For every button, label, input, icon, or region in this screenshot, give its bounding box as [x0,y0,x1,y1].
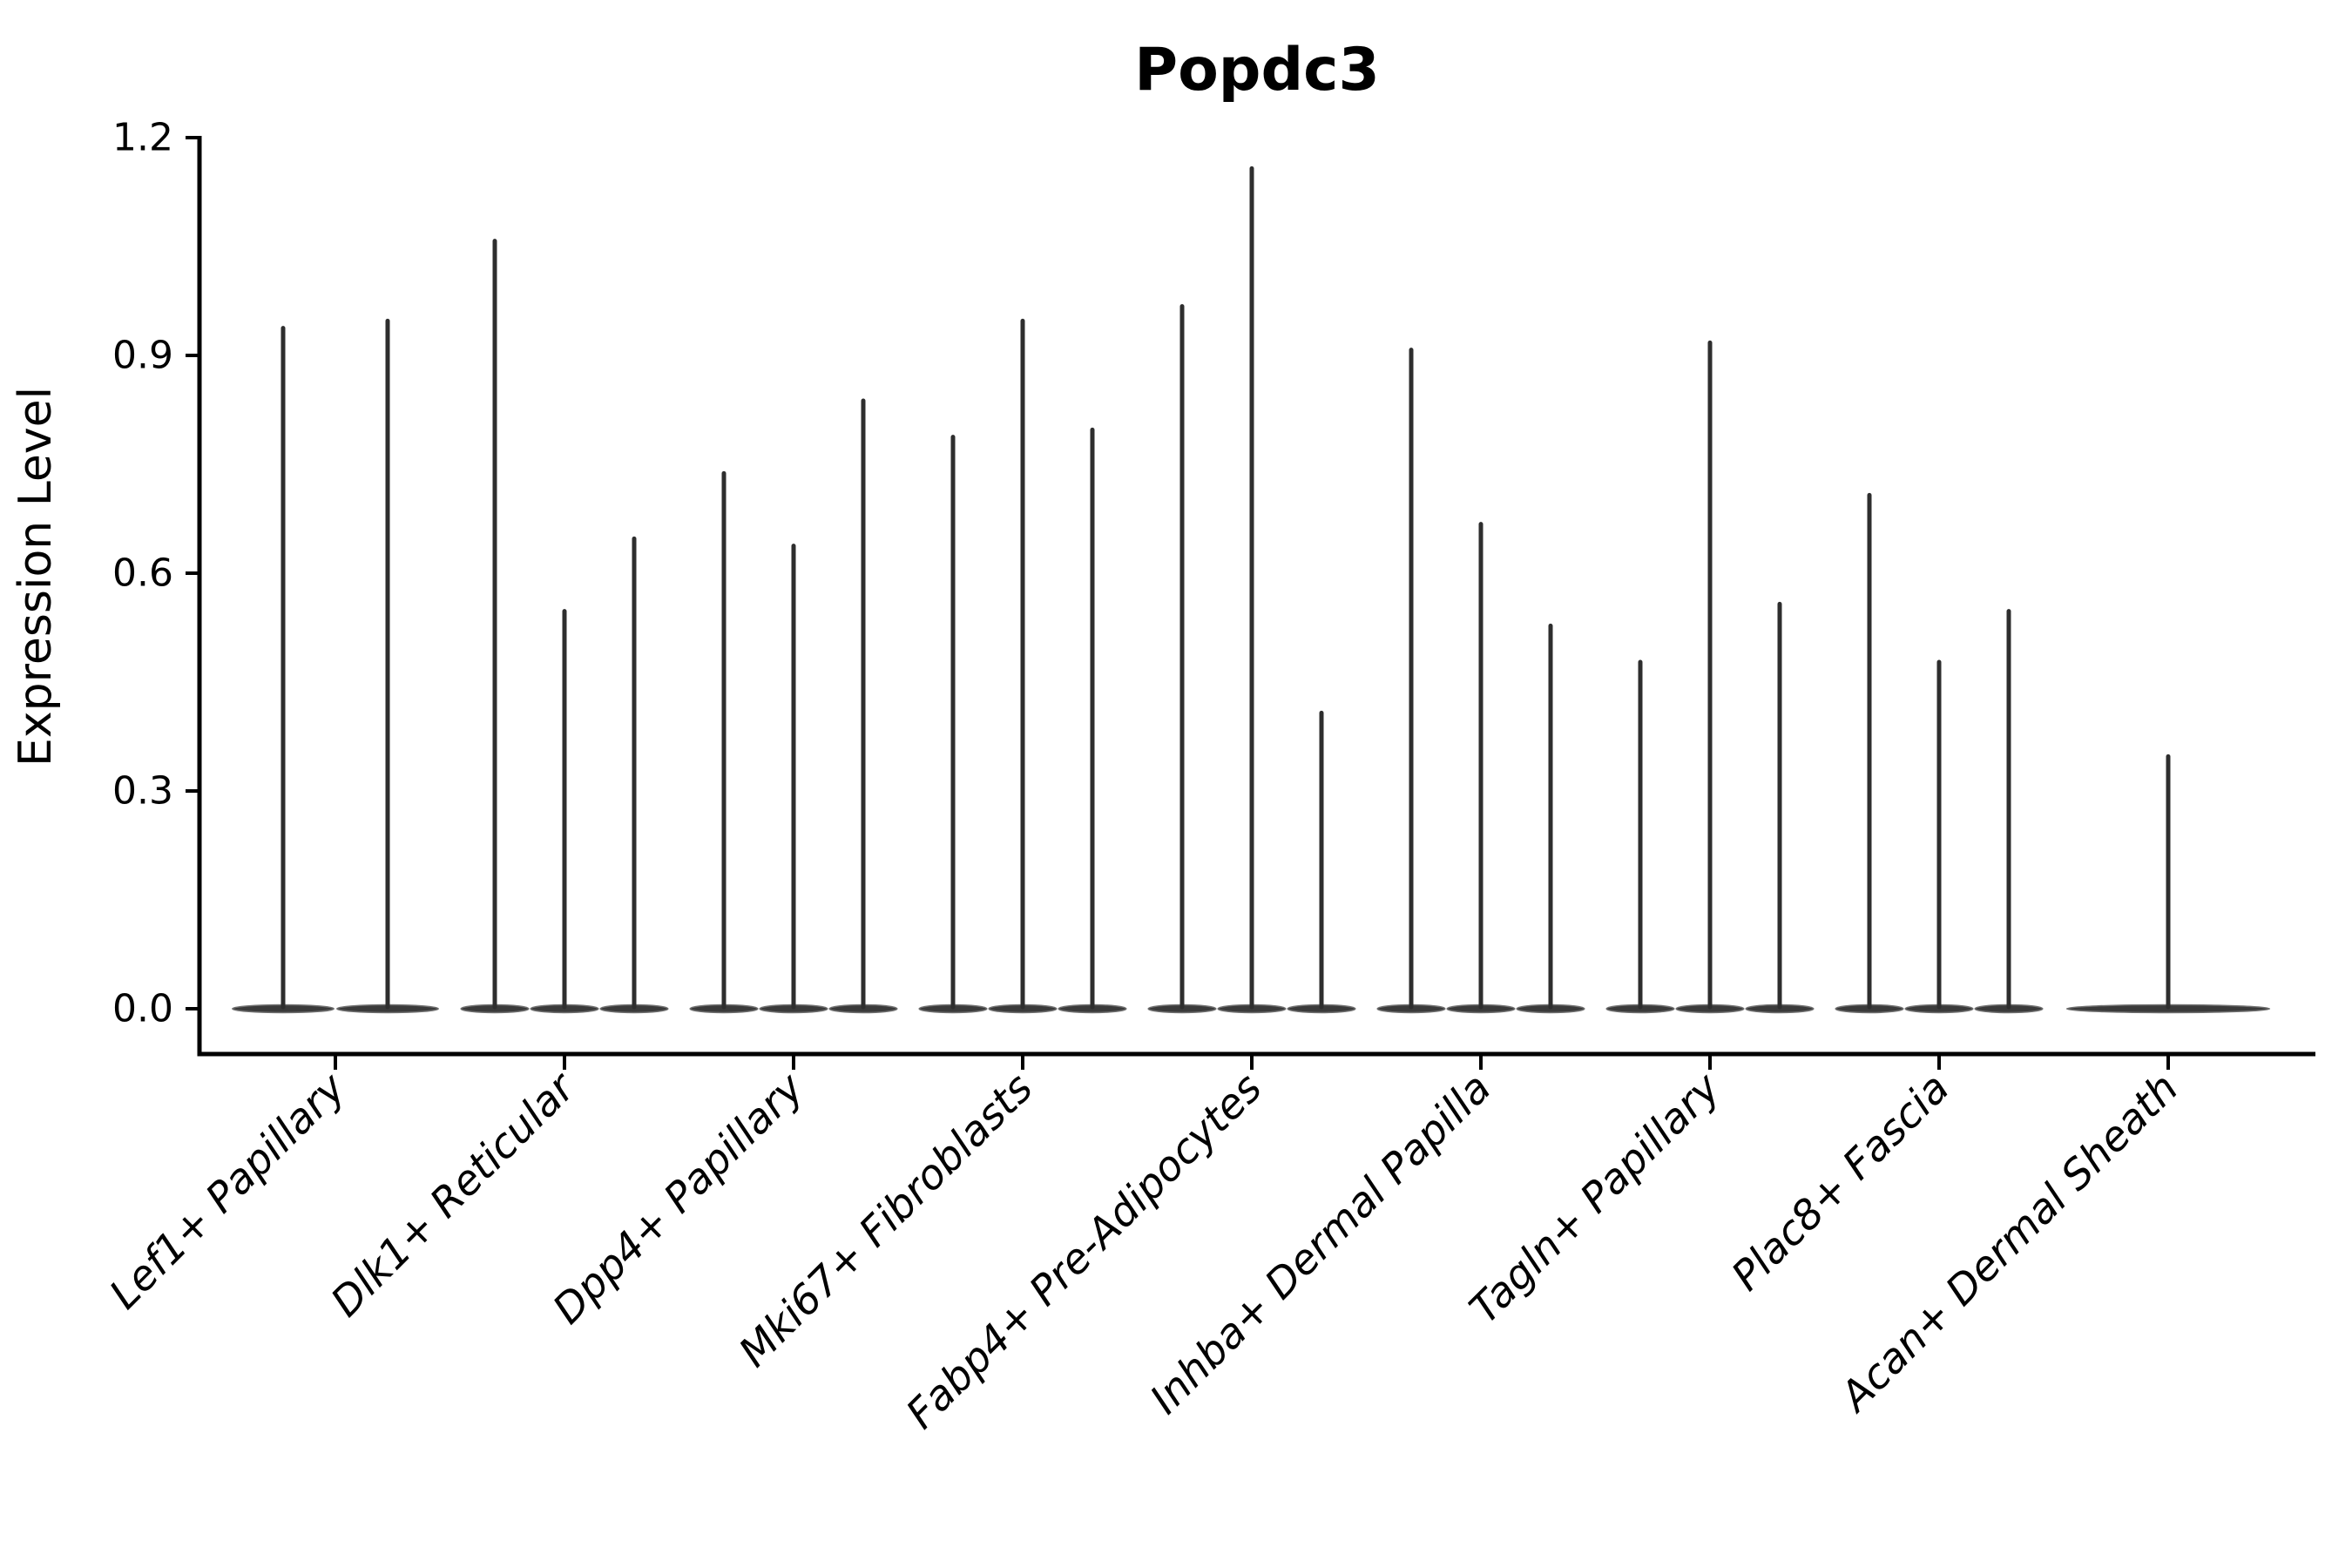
y-tick-label: 0.6 [112,551,173,596]
plot-title: Popdc3 [1134,36,1380,105]
x-tick-label: Tagln+ Papillary [1461,1064,1731,1334]
violin-group [1605,340,1815,1014]
y-tick-label: 0.0 [112,987,173,1031]
x-tick-label: Plac8+ Fascia [1722,1064,1958,1301]
violin-group [1147,166,1356,1014]
x-tick-label: Dpp4+ Papillary [544,1064,814,1334]
x-tick-label: Dlk1+ Reticular [322,1063,586,1327]
violin-group [460,239,669,1014]
violin-group [1835,492,2044,1014]
x-tick-label: Lef1+ Papillary [100,1064,355,1319]
violins-layer [232,166,2271,1014]
violin-group [689,398,898,1014]
violin-group [918,318,1127,1014]
y-axis-label: Expression Level [10,387,62,767]
y-tick-label: 1.2 [112,116,173,160]
violin-group [2065,754,2271,1014]
y-tick-label: 0.9 [112,334,173,378]
violin-group [1376,348,1585,1014]
violin-group [232,318,439,1014]
y-tick-label: 0.3 [112,769,173,814]
